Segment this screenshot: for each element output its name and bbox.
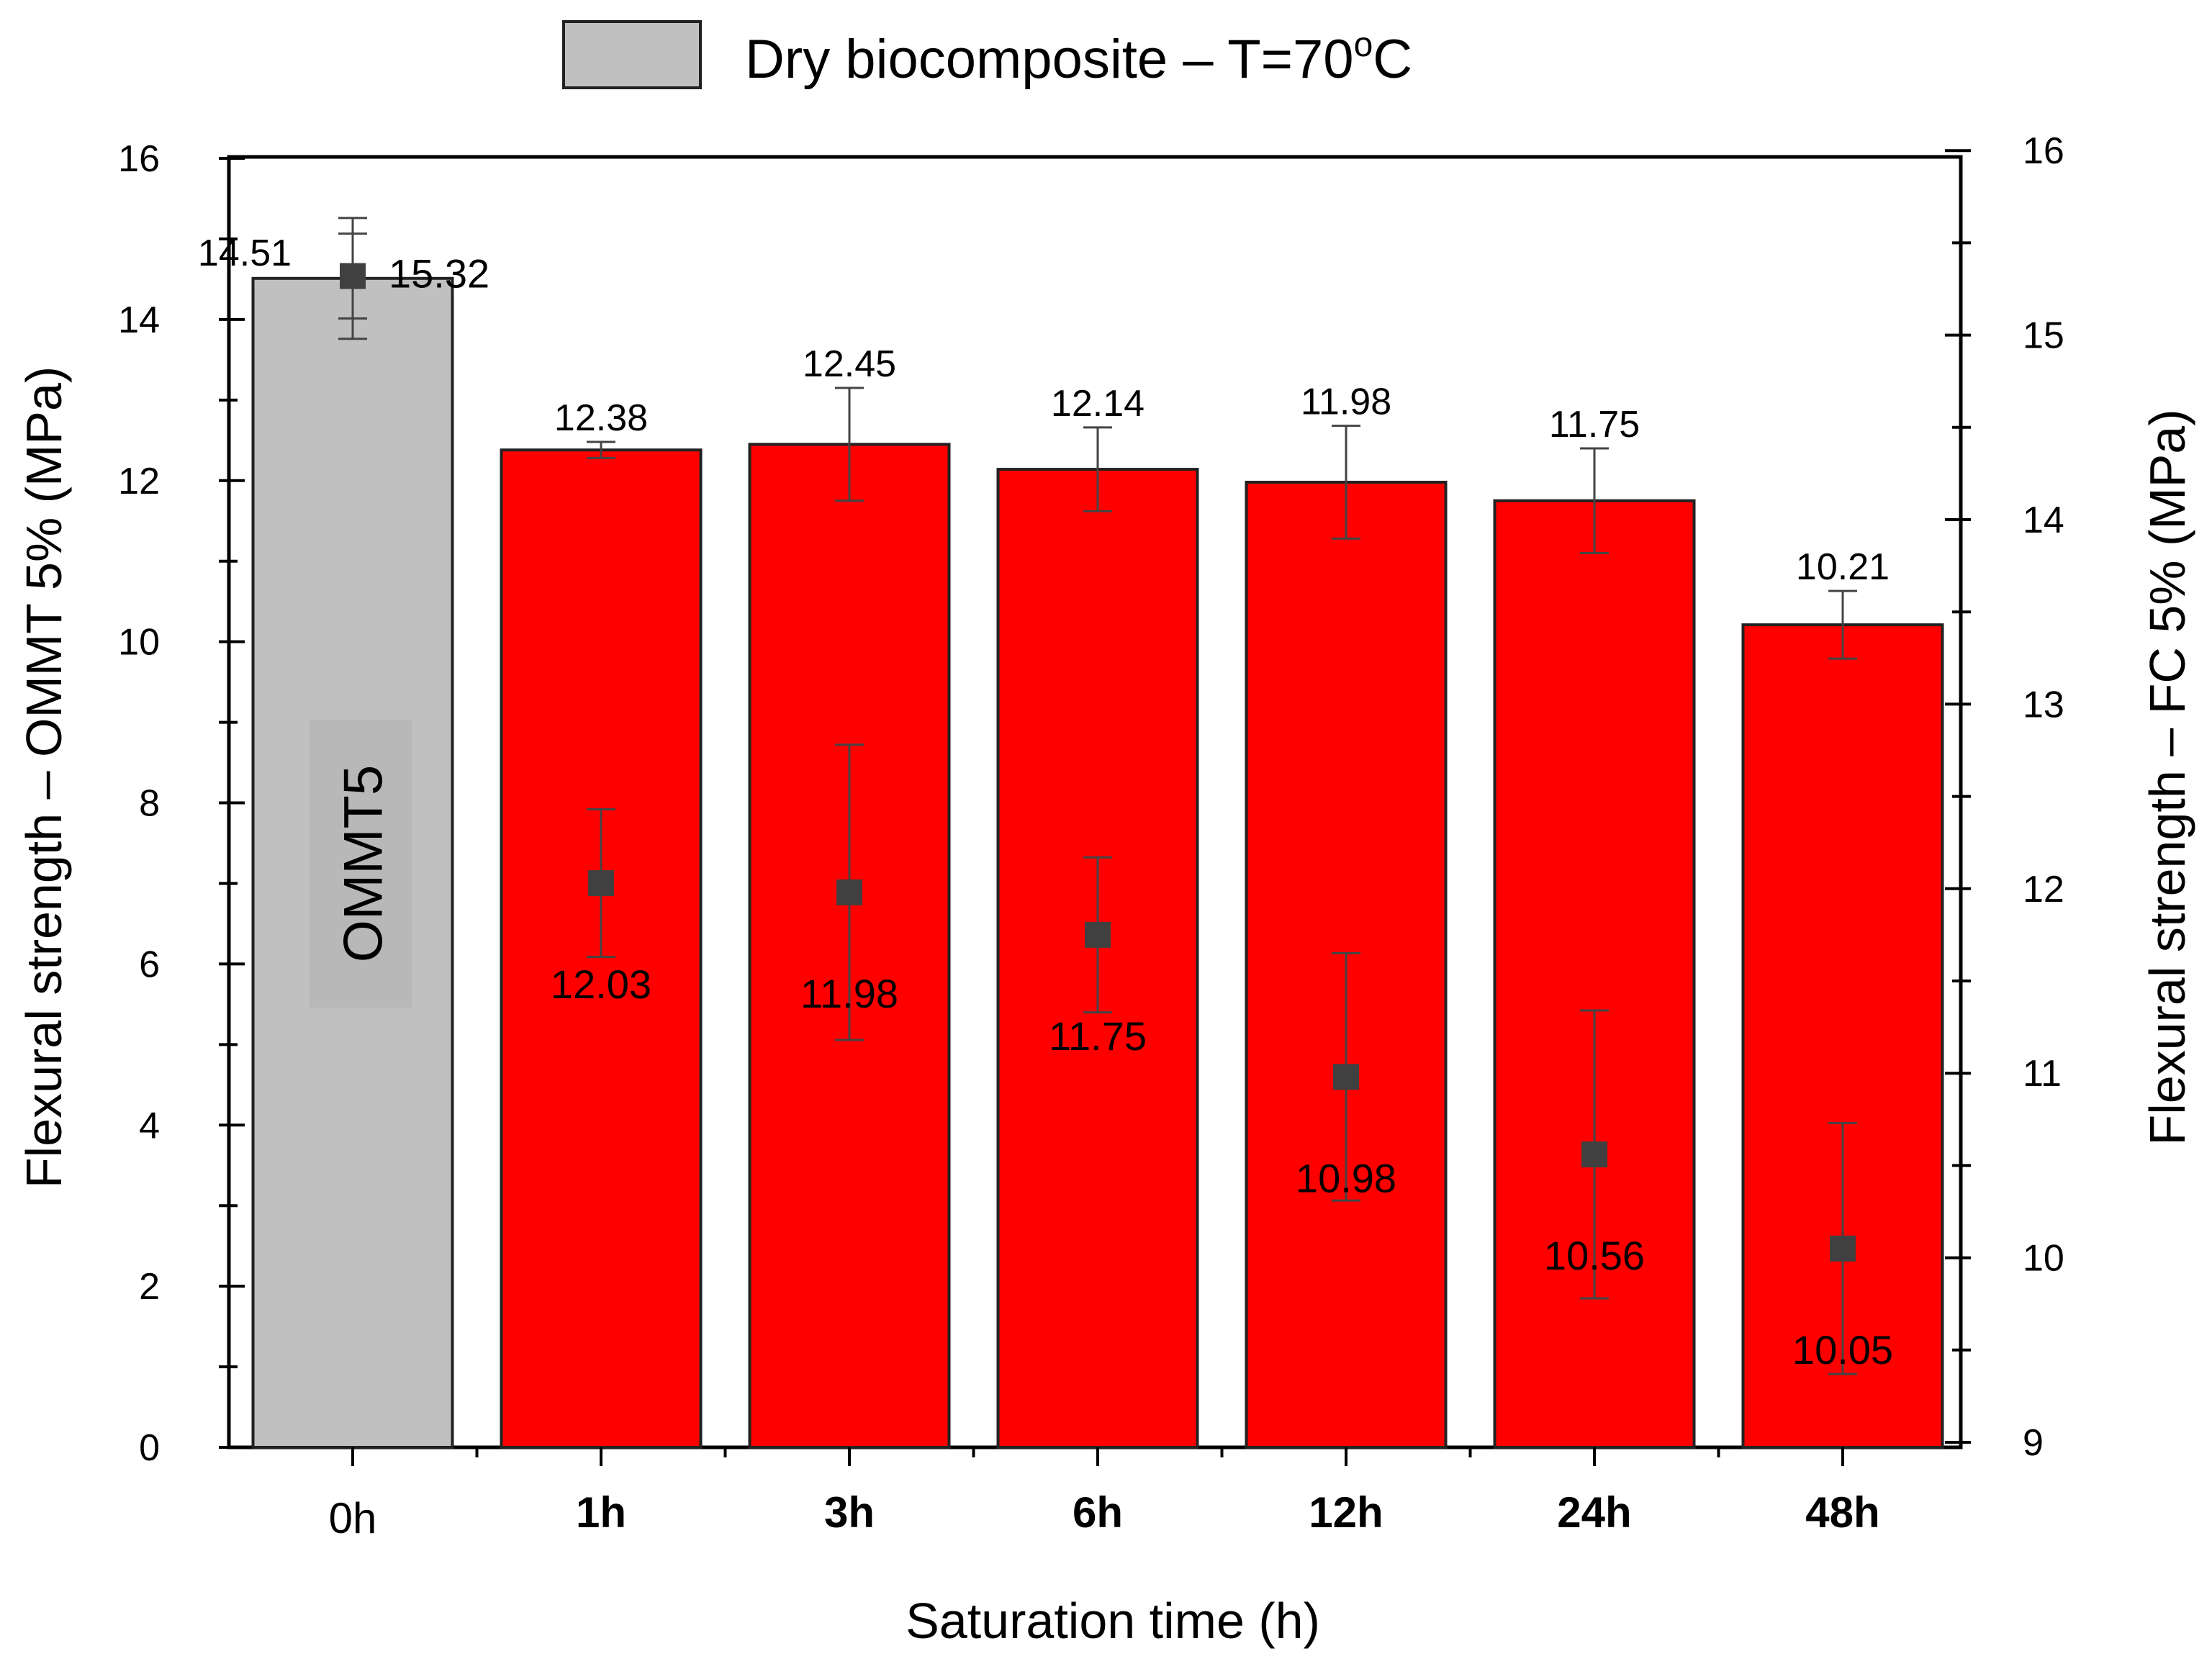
bar-value-label-48h: 10.21 bbox=[1796, 546, 1890, 588]
left-tick-label-16: 16 bbox=[118, 138, 160, 180]
point-value-label-6h: 11.75 bbox=[1049, 1013, 1147, 1059]
bar-value-label-12h: 11.98 bbox=[1301, 381, 1391, 423]
legend: Dry biocomposite – T=70oC bbox=[562, 20, 1412, 90]
left-tick-label-12: 12 bbox=[118, 461, 160, 502]
right-tick-label-13: 13 bbox=[2023, 684, 2064, 725]
point-value-label-48h: 10.05 bbox=[1792, 1327, 1893, 1372]
right-tick-label-14: 14 bbox=[2023, 499, 2064, 541]
x-axis-title: Saturation time (h) bbox=[906, 1593, 1320, 1649]
left-tick-label-0: 0 bbox=[139, 1427, 160, 1469]
ommt5-label-box bbox=[310, 720, 412, 1008]
left-tick-label-4: 4 bbox=[139, 1105, 160, 1146]
ommt5-label-text: OMMT5 bbox=[333, 765, 394, 962]
point-marker-0h bbox=[340, 263, 366, 289]
right-tick-label-10: 10 bbox=[2023, 1238, 2064, 1280]
ommt5-in-bar-label: OMMT5 bbox=[310, 720, 412, 1008]
point-value-label-1h: 12.03 bbox=[551, 962, 651, 1007]
point-marker-6h bbox=[1085, 921, 1111, 948]
point-marker-1h bbox=[588, 870, 614, 897]
point-value-label-24h: 10.56 bbox=[1544, 1233, 1645, 1278]
legend-label: Dry biocomposite – T=70oC bbox=[745, 26, 1412, 90]
left-tick-label-6: 6 bbox=[139, 944, 160, 985]
bar-value-label-1h: 12.38 bbox=[554, 397, 648, 439]
point-marker-12h bbox=[1333, 1064, 1359, 1090]
left-axis: 0 2 4 6 8 10 12 14 16 bbox=[118, 138, 245, 1469]
y-axis-title-left: Flexural strength – OMMT 5% (MPa) bbox=[16, 366, 72, 1188]
left-tick-label-10: 10 bbox=[118, 622, 160, 664]
point-value-label-3h: 11.98 bbox=[800, 971, 898, 1016]
right-tick-label-15: 15 bbox=[2023, 315, 2064, 357]
points-layer: 15.32 12.03 11.98 11.75 10.98 10.56 10.05 bbox=[338, 232, 1893, 1375]
x-tick-label-24h: 24h bbox=[1557, 1488, 1631, 1537]
right-tick-label-9: 9 bbox=[2023, 1422, 2044, 1464]
x-tick-label-48h: 48h bbox=[1805, 1488, 1879, 1537]
point-value-label-0h: 15.32 bbox=[389, 251, 489, 297]
left-tick-label-14: 14 bbox=[118, 299, 160, 341]
bar-value-label-0h: 14.51 bbox=[198, 232, 292, 274]
point-marker-24h bbox=[1581, 1141, 1607, 1168]
x-tick-label-12h: 12h bbox=[1309, 1488, 1383, 1537]
bar-24h bbox=[1493, 499, 1696, 1449]
right-tick-label-16: 16 bbox=[2023, 130, 2064, 172]
y-axis-title-right: Flexural strength – FC 5% (MPa) bbox=[2139, 409, 2195, 1145]
bar-labels-layer: 14.51 12.38 12.45 12.14 11.98 11.75 10.21 bbox=[198, 232, 1890, 588]
left-tick-label-2: 2 bbox=[139, 1266, 160, 1308]
legend-swatch bbox=[562, 20, 702, 89]
x-axis: 0h 1h 3h 6h 12h 24h 48h bbox=[329, 1447, 1880, 1542]
bar-value-label-6h: 12.14 bbox=[1051, 383, 1145, 425]
right-tick-label-12: 12 bbox=[2023, 869, 2064, 910]
x-tick-label-0h: 0h bbox=[329, 1494, 377, 1542]
x-tick-label-1h: 1h bbox=[576, 1488, 626, 1537]
left-tick-label-8: 8 bbox=[139, 783, 160, 825]
point-value-label-12h: 10.98 bbox=[1296, 1155, 1396, 1200]
bar-value-label-24h: 11.75 bbox=[1549, 404, 1640, 445]
bar-value-label-3h: 12.45 bbox=[803, 343, 896, 385]
right-axis: 9 10 11 12 13 14 15 16 bbox=[1945, 130, 2064, 1464]
right-tick-label-11: 11 bbox=[2023, 1053, 2062, 1095]
point-marker-3h bbox=[836, 879, 862, 905]
x-tick-label-3h: 3h bbox=[824, 1488, 875, 1537]
point-marker-48h bbox=[1830, 1235, 1856, 1262]
x-tick-label-6h: 6h bbox=[1073, 1488, 1123, 1537]
